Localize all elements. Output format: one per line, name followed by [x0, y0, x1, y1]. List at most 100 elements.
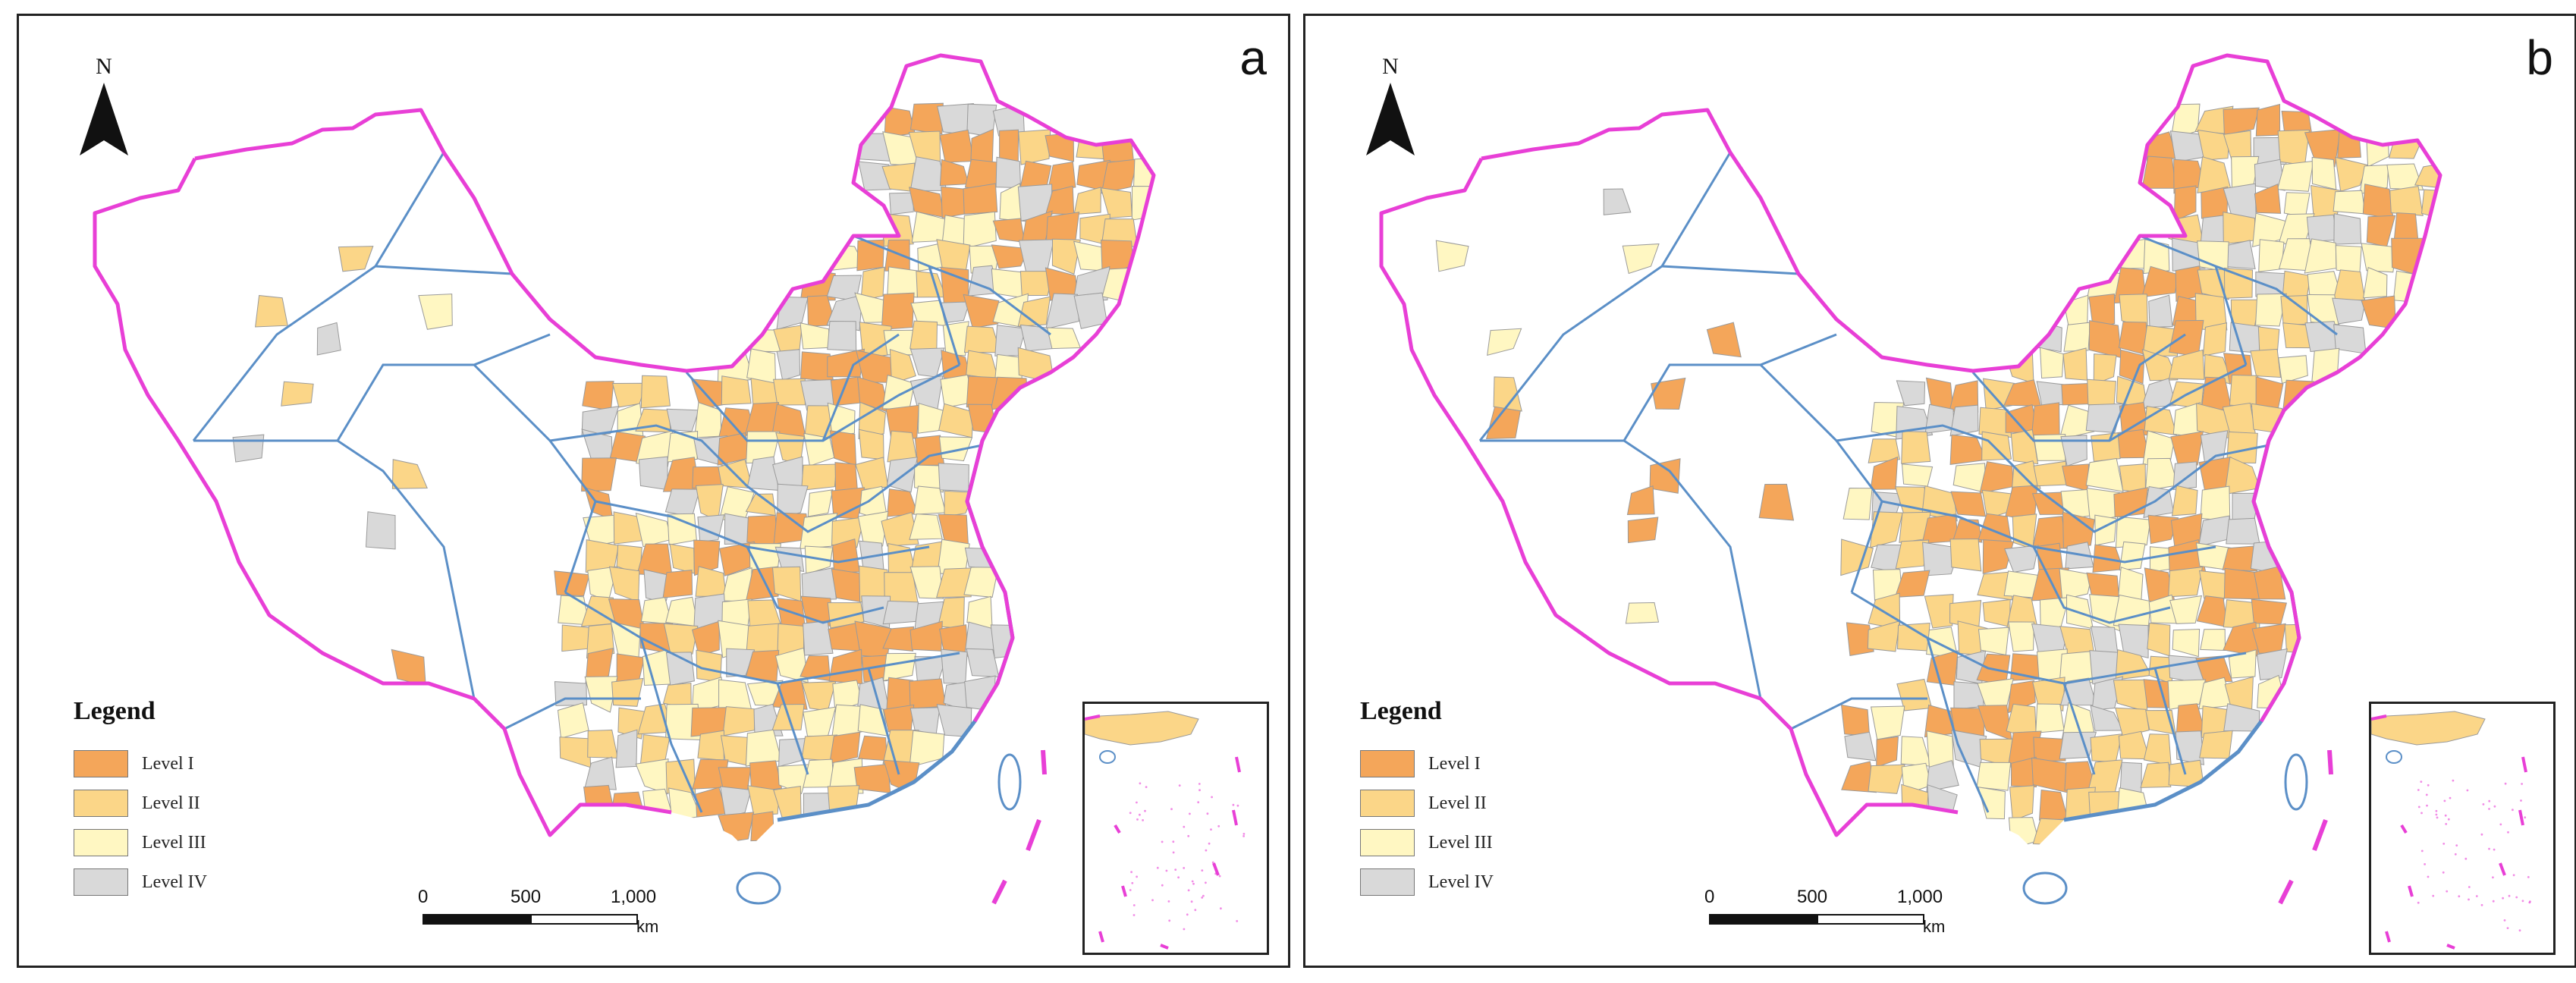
prefecture-cell [2228, 649, 2257, 679]
prefecture-cell [1981, 431, 2012, 461]
province-boundary [2214, 265, 2248, 366]
national-border-southwest [93, 157, 672, 837]
prefecture-cell [2222, 545, 2258, 572]
inset-island [2524, 816, 2527, 819]
inset-island [1206, 812, 1209, 815]
prefecture-cell [1868, 438, 1901, 463]
prefecture-cell [663, 623, 699, 656]
prefecture-cell [2282, 270, 2311, 300]
prefecture-cell [2062, 347, 2088, 381]
prefecture-cell [1045, 293, 1079, 330]
prefecture-cell [1868, 764, 1905, 794]
prefecture-cell [2032, 516, 2068, 549]
prefecture-cell [2031, 402, 2060, 439]
prefecture-cell [2333, 190, 2366, 215]
inset-hainan [2386, 750, 2402, 764]
prefecture-cell [2060, 435, 2088, 466]
prefecture-cell [2251, 598, 2288, 625]
province-boundary [473, 363, 597, 593]
inset-island [1161, 840, 1164, 843]
prefecture-cell [1101, 159, 1139, 194]
inset-island [2454, 853, 2457, 856]
prefecture-cell [749, 760, 783, 793]
inset-island [2417, 789, 2420, 791]
prefecture-cell [2119, 541, 2146, 571]
prefecture-cell [882, 652, 916, 682]
prefecture-cell [696, 649, 722, 683]
prefecture-cell [638, 456, 668, 491]
prefecture-cell [2119, 349, 2145, 385]
prefecture-cell [1895, 539, 1930, 570]
prefecture-cell [1649, 458, 1681, 494]
inset-island [2468, 886, 2471, 888]
inset-dash-line [1121, 885, 1127, 897]
prefecture-cell [2118, 623, 2149, 659]
prefecture-cell [1876, 736, 1899, 768]
inset-island [2504, 782, 2507, 785]
prefecture-cell [2200, 485, 2231, 522]
prefecture-cell [667, 513, 697, 545]
prefecture-cell [776, 349, 801, 381]
scale-tick-500: 500 [510, 887, 542, 907]
province-boundary [564, 591, 960, 685]
prefecture-cell [2031, 492, 2068, 515]
legend-swatch [74, 829, 128, 856]
inset-mainland [2371, 711, 2486, 746]
province-boundary [192, 152, 445, 441]
prefecture-cell [640, 375, 671, 409]
scale-segment-black [423, 914, 530, 925]
north-arrow: N [1360, 54, 1421, 159]
inset-island [2436, 816, 2439, 819]
prefecture-cell [936, 567, 972, 598]
prefecture-cell [827, 785, 860, 821]
prefecture-cell [2227, 240, 2256, 270]
inset-island [2417, 901, 2420, 904]
north-label: N [1382, 54, 1399, 79]
inset-island [2417, 806, 2420, 809]
prefecture-cell [1982, 539, 2015, 574]
prefecture-cell [2010, 756, 2037, 788]
inset-island [1220, 907, 1222, 910]
prefecture-cell [2088, 294, 2116, 328]
inset-island [2502, 897, 2504, 900]
south-china-sea-inset [2369, 702, 2556, 955]
inset-island [2521, 900, 2524, 903]
inset-border [2371, 714, 2387, 721]
prefecture-cell [1976, 762, 2012, 791]
province-boundary [1623, 333, 1837, 441]
prefecture-cell [611, 677, 644, 707]
inset-island [2527, 876, 2530, 878]
legend-item-level-2: Level II [1360, 784, 1494, 823]
prefecture-cell [281, 381, 314, 407]
prefecture-cell [1949, 538, 1982, 572]
inset-island [2442, 871, 2445, 874]
prefecture-cell [995, 156, 1022, 189]
prefecture-cell [719, 786, 752, 818]
north-arrow: N [74, 54, 134, 159]
prefecture-cell [2115, 707, 2150, 737]
prefecture-cell [2202, 322, 2228, 356]
inset-island [2442, 843, 2446, 845]
prefecture-cell [1840, 539, 1874, 576]
prefecture-cell [2277, 129, 2311, 166]
prefecture-cell [584, 756, 617, 790]
inset-island [1136, 818, 1139, 821]
prefecture-cell [2199, 730, 2233, 759]
inset-island [1170, 808, 1173, 811]
prefecture-cell [2171, 485, 2198, 517]
prefecture-cell [1435, 240, 1469, 272]
prefecture-cell [778, 764, 811, 795]
legend-title: Legend [74, 697, 156, 725]
prefecture-cell [991, 244, 1029, 269]
province-boundary [549, 424, 749, 488]
inset-island [2464, 857, 2468, 860]
prefecture-cell [1840, 704, 1871, 736]
prefecture-cell [829, 731, 861, 765]
prefecture-cell [2143, 239, 2170, 275]
prefecture-cell [2226, 517, 2260, 545]
prefecture-cell [831, 568, 864, 603]
province-boundary [1836, 424, 2035, 488]
inset-island [2475, 895, 2478, 897]
inset-island [1136, 875, 1138, 878]
prefecture-cell [2039, 347, 2064, 379]
